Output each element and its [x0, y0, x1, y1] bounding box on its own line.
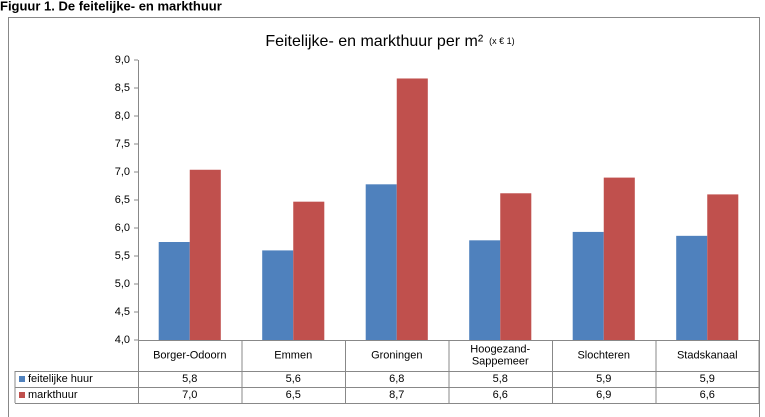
y-tick-label: 4,5 [115, 306, 130, 318]
chart-title: Feitelijke- en markthuur per m² (x € 1) [265, 33, 514, 50]
value-label: 6,9 [596, 389, 611, 401]
y-tick-label: 8,5 [115, 82, 130, 94]
bar [189, 169, 221, 340]
value-label: 5,9 [700, 373, 715, 385]
value-label: 7,0 [182, 389, 197, 401]
value-label: 5,6 [286, 373, 301, 385]
y-tick-label: 5,0 [115, 278, 130, 290]
bar [396, 78, 428, 340]
bar [500, 193, 532, 340]
value-label: 5,8 [493, 373, 508, 385]
y-tick-label: 6,0 [115, 222, 130, 234]
bar [572, 231, 604, 340]
legend-label: markthuur [28, 389, 78, 401]
x-tick-label: Slochteren [577, 349, 630, 361]
y-tick-label: 9,0 [115, 54, 130, 66]
y-tick-label: 6,5 [115, 194, 130, 206]
value-label: 5,9 [596, 373, 611, 385]
value-label: 6,5 [286, 389, 301, 401]
value-label: 6,6 [700, 389, 715, 401]
value-label: 6,8 [389, 373, 404, 385]
bar [707, 194, 739, 340]
bar [293, 201, 325, 340]
x-tick-label: Borger-Odoorn [153, 349, 226, 361]
bar [469, 240, 501, 340]
bar [262, 250, 294, 340]
bar [676, 235, 708, 340]
heading: Figuur 1. De feitelijke- en markthuur [0, 0, 222, 13]
x-tick-label: Emmen [274, 349, 312, 361]
legend-swatch [19, 376, 25, 382]
bar [603, 177, 635, 340]
value-label: 6,6 [493, 389, 508, 401]
bar [158, 242, 190, 340]
value-label: 8,7 [389, 389, 404, 401]
y-tick-label: 7,5 [115, 138, 130, 150]
y-tick-label: 8,0 [115, 110, 130, 122]
y-tick-label: 4,0 [115, 334, 130, 346]
subtitle: (x € 1) [489, 36, 515, 46]
x-tick-label: Groningen [371, 349, 422, 361]
legend-label: feitelijke huur [28, 373, 93, 385]
y-tick-label: 7,0 [115, 166, 130, 178]
bar [365, 184, 397, 340]
x-tick-label: Hoogezand-Sappemeer [470, 343, 530, 367]
legend-swatch [19, 392, 25, 398]
x-tick-label: Stadskanaal [677, 349, 738, 361]
value-label: 5,8 [182, 373, 197, 385]
title: Feitelijke- en markthuur per m² [265, 33, 484, 50]
y-tick-label: 5,5 [115, 250, 130, 262]
